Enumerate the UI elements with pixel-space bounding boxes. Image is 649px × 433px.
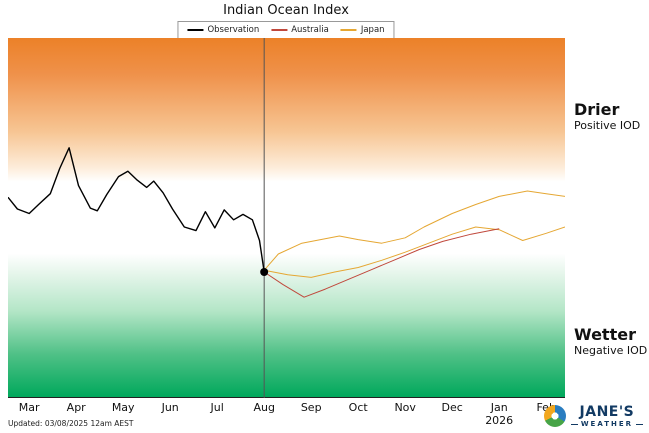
legend-label: Observation <box>207 25 260 35</box>
legend-swatch <box>340 29 357 31</box>
updated-timestamp: Updated: 03/08/2025 12am AEST <box>8 419 134 428</box>
janes-weather-logo-icon <box>543 405 566 427</box>
plot-area <box>8 38 565 398</box>
brand-name: JANE'S <box>579 404 635 420</box>
janes-weather-logo: JANE'S WEATHER <box>543 404 643 428</box>
x-axis-labels: MarAprMayJunJulAugSepOctNovDecJanFeb2026 <box>8 401 565 431</box>
legend-label: Australia <box>291 25 329 35</box>
wetter-annotation: Wetter Negative IOD <box>574 325 649 359</box>
legend-swatch <box>187 29 204 31</box>
x-tick-label-apr: Apr <box>66 401 86 414</box>
drier-subtitle: Positive IOD <box>574 119 641 133</box>
x-tick-label-mar: Mar <box>18 401 40 414</box>
brand-rule-right <box>636 423 643 425</box>
chart-canvas <box>8 38 565 398</box>
x-tick-label-oct: Oct <box>348 401 368 414</box>
series-japan <box>263 190 565 271</box>
wetter-title: Wetter <box>574 325 636 344</box>
series-japan-second-trace- <box>264 226 565 278</box>
brand-subname: WEATHER <box>580 420 633 428</box>
observation-end-marker <box>260 268 269 276</box>
legend-item-australia: Australia <box>271 25 329 35</box>
x-tick-label-dec: Dec <box>441 401 463 414</box>
legend-item-observation: Observation <box>187 25 259 35</box>
x-axis-year-label: 2026 <box>485 414 514 427</box>
legend-item-japan: Japan <box>340 25 385 35</box>
series-australia <box>263 228 500 298</box>
wetter-subtitle: Negative IOD <box>574 344 648 358</box>
legend-swatch <box>271 29 288 31</box>
legend-label: Japan <box>360 25 385 35</box>
x-tick-label-jul: Jul <box>210 401 224 414</box>
x-tick-label-sep: Sep <box>300 401 322 414</box>
drier-annotation: Drier Positive IOD <box>574 100 649 134</box>
x-tick-label-jun: Jun <box>161 401 179 414</box>
chart-title: Indian Ocean Index <box>223 3 349 18</box>
chart-legend: Observation Australia Japan <box>177 21 395 39</box>
brand-rule-left <box>570 423 578 425</box>
x-tick-label-jan: Jan <box>490 401 508 414</box>
x-tick-label-may: May <box>111 401 135 414</box>
x-tick-label-aug: Aug <box>253 401 275 414</box>
series-observation <box>8 147 265 273</box>
drier-title: Drier <box>574 100 620 119</box>
x-tick-label-nov: Nov <box>394 401 416 414</box>
